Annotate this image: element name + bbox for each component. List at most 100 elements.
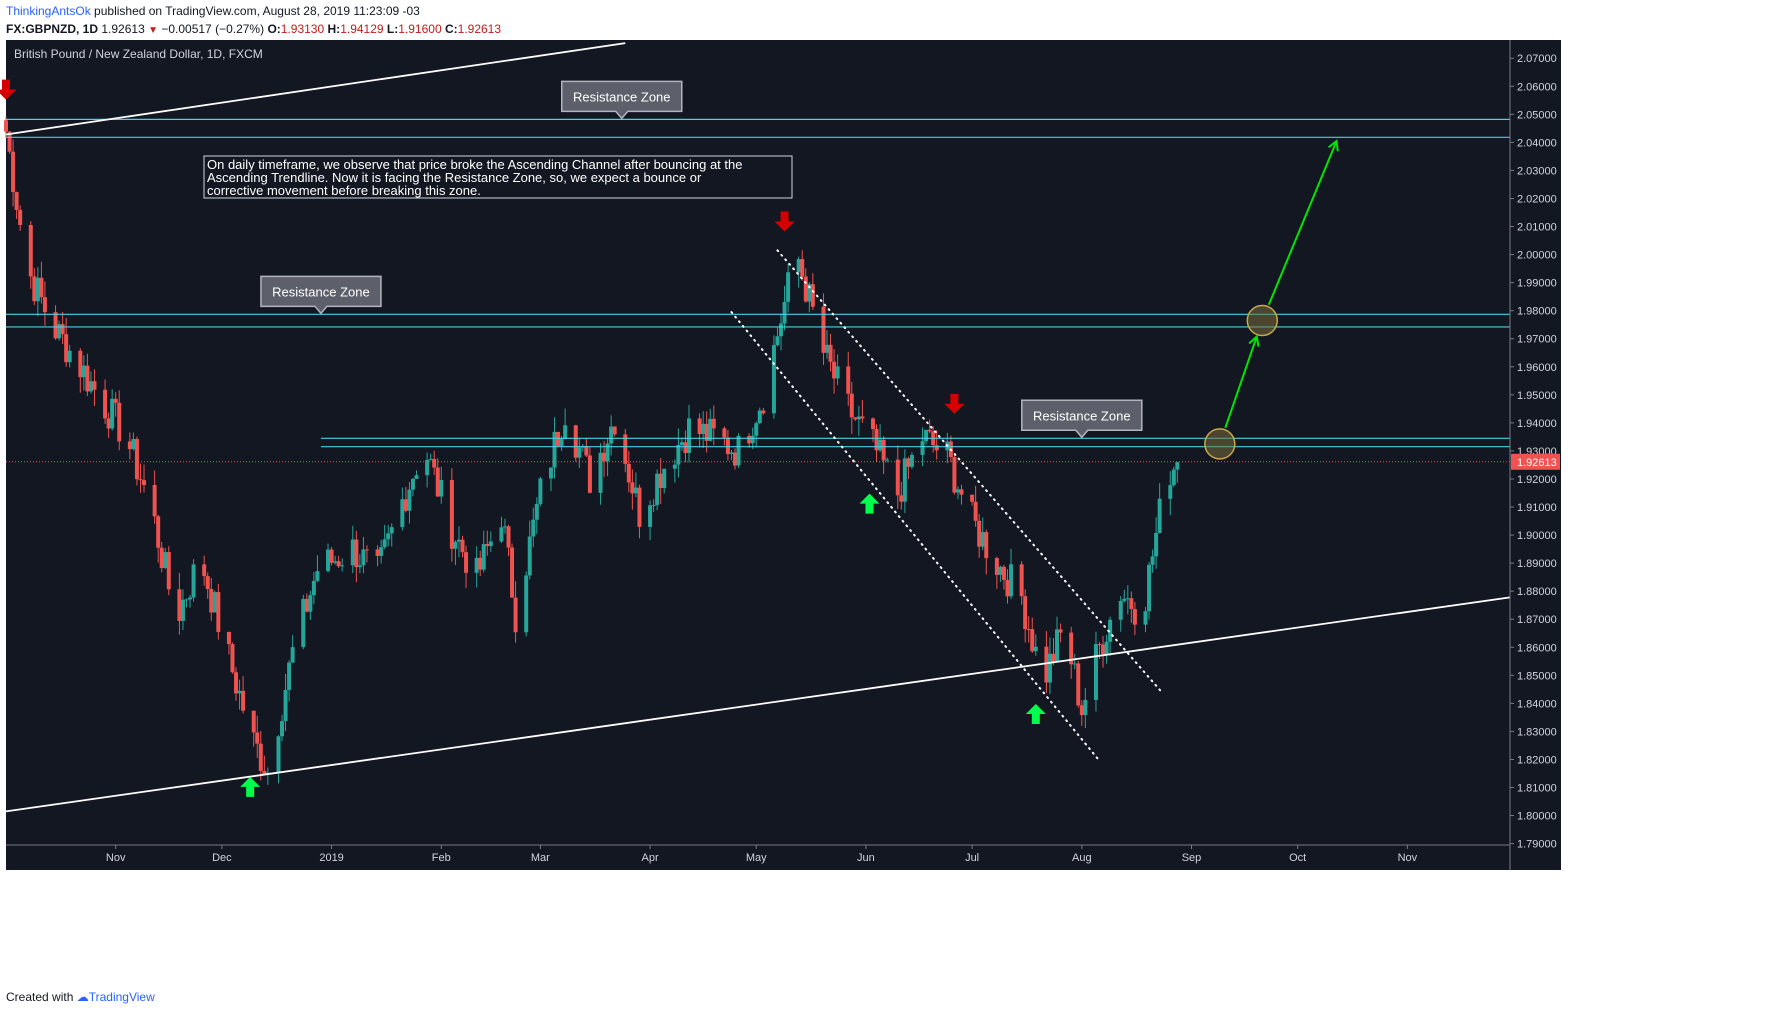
- candle-down: [39, 277, 44, 298]
- candle-up: [340, 565, 345, 567]
- candle-up: [609, 426, 614, 444]
- candle-down: [1129, 598, 1134, 610]
- tradingview-logo-link[interactable]: ☁TradingView: [77, 990, 155, 1004]
- signal-up-arrow-icon: [1025, 703, 1046, 724]
- author-link[interactable]: ThinkingAntsOk: [6, 4, 91, 18]
- candle-down: [262, 770, 267, 775]
- candle-up: [276, 736, 281, 773]
- candle-up: [428, 459, 433, 461]
- candle-up: [1104, 641, 1109, 655]
- price-tick-label: 1.89000: [1517, 558, 1557, 570]
- candle-down: [1051, 653, 1056, 662]
- candle-up: [531, 519, 536, 537]
- candle-down: [4, 120, 8, 132]
- candle-down: [364, 549, 369, 551]
- candle-down: [994, 558, 999, 575]
- projection-arrowhead: [1327, 139, 1339, 152]
- candle-down: [934, 445, 939, 451]
- candle-up: [1083, 699, 1088, 716]
- candle-down: [658, 473, 663, 488]
- candle-down: [134, 439, 139, 480]
- candle-up: [1147, 564, 1152, 612]
- time-tick-label: 2019: [319, 852, 343, 864]
- candle-down: [255, 732, 260, 744]
- candle-down: [1097, 644, 1102, 646]
- candle-up: [563, 425, 568, 440]
- target-circle: [1246, 304, 1279, 337]
- candle-down: [234, 672, 239, 694]
- tradingview-brand: TradingView: [88, 990, 155, 1004]
- high-label: H:: [327, 22, 341, 36]
- candle-down: [895, 459, 900, 496]
- candle-up: [280, 721, 285, 737]
- candle-down: [722, 428, 727, 438]
- candle-up: [481, 544, 486, 570]
- projection-segment: [1224, 336, 1258, 429]
- price-tick-label: 1.79000: [1517, 839, 1557, 851]
- candle-up: [807, 284, 812, 302]
- zone-callout: [1021, 399, 1143, 439]
- annotation-text: Ascending Trendline. Now it is facing th…: [207, 170, 702, 185]
- candle-down: [92, 381, 97, 390]
- candle-up: [290, 647, 295, 663]
- tradingview-cloud-icon: ☁: [76, 990, 89, 1004]
- zone-callout: [561, 80, 683, 120]
- candle-down: [506, 526, 511, 548]
- candle-down: [354, 539, 359, 568]
- candle-up: [1171, 469, 1176, 486]
- candle-up: [786, 272, 791, 302]
- candle-up: [410, 478, 415, 490]
- candle-down: [881, 439, 886, 461]
- candle-up: [534, 503, 539, 520]
- candle-down: [1026, 629, 1031, 631]
- candle-down: [810, 284, 815, 307]
- candle-up: [379, 547, 384, 556]
- candle-down: [304, 598, 309, 612]
- candle-down: [32, 276, 37, 302]
- candle-down: [977, 520, 982, 547]
- price-tick-label: 1.87000: [1517, 614, 1557, 626]
- candle-up: [88, 381, 93, 392]
- price-tick-label: 1.98000: [1517, 306, 1557, 318]
- candle-up: [1154, 532, 1159, 557]
- down-triangle-icon: ▼: [148, 25, 158, 36]
- candle-down: [485, 544, 490, 547]
- candle-down: [828, 344, 833, 362]
- candle-up: [180, 599, 185, 621]
- price-tick-label: 1.97000: [1517, 334, 1557, 346]
- candle-up: [708, 418, 713, 441]
- price-tick-label: 2.03000: [1517, 165, 1557, 177]
- candle-down: [464, 552, 469, 573]
- candle-up: [212, 592, 217, 613]
- price-tick-label: 2.01000: [1517, 222, 1557, 234]
- candle-down: [1005, 579, 1010, 597]
- price-tick-label: 1.85000: [1517, 670, 1557, 682]
- candle-up: [439, 479, 444, 497]
- candle-down: [152, 485, 157, 517]
- candle-up: [311, 580, 316, 596]
- candle-up: [538, 478, 543, 504]
- price-tick-label: 1.83000: [1517, 726, 1557, 738]
- candle-down: [1079, 705, 1084, 716]
- projection-arrowhead: [1248, 334, 1260, 347]
- time-tick-label: Feb: [432, 852, 451, 864]
- candle-down: [612, 426, 617, 435]
- candle-up: [885, 459, 890, 461]
- candle-down: [630, 482, 635, 494]
- price-tick-label: 1.91000: [1517, 502, 1557, 514]
- candle-down: [602, 452, 607, 462]
- candle-down: [952, 457, 957, 493]
- candle-down: [226, 631, 231, 645]
- candle-down: [1044, 646, 1049, 683]
- price-tick-label: 1.99000: [1517, 278, 1557, 290]
- price-tick-label: 2.04000: [1517, 137, 1557, 149]
- candle-up: [1157, 498, 1162, 533]
- candle-up: [577, 447, 582, 458]
- candle-up: [672, 464, 677, 469]
- created-with-text: Created with: [6, 990, 74, 1004]
- signal-down-arrow-icon: [0, 79, 16, 100]
- candle-down: [623, 434, 628, 464]
- candle-up: [301, 598, 306, 648]
- candle-up: [191, 564, 196, 598]
